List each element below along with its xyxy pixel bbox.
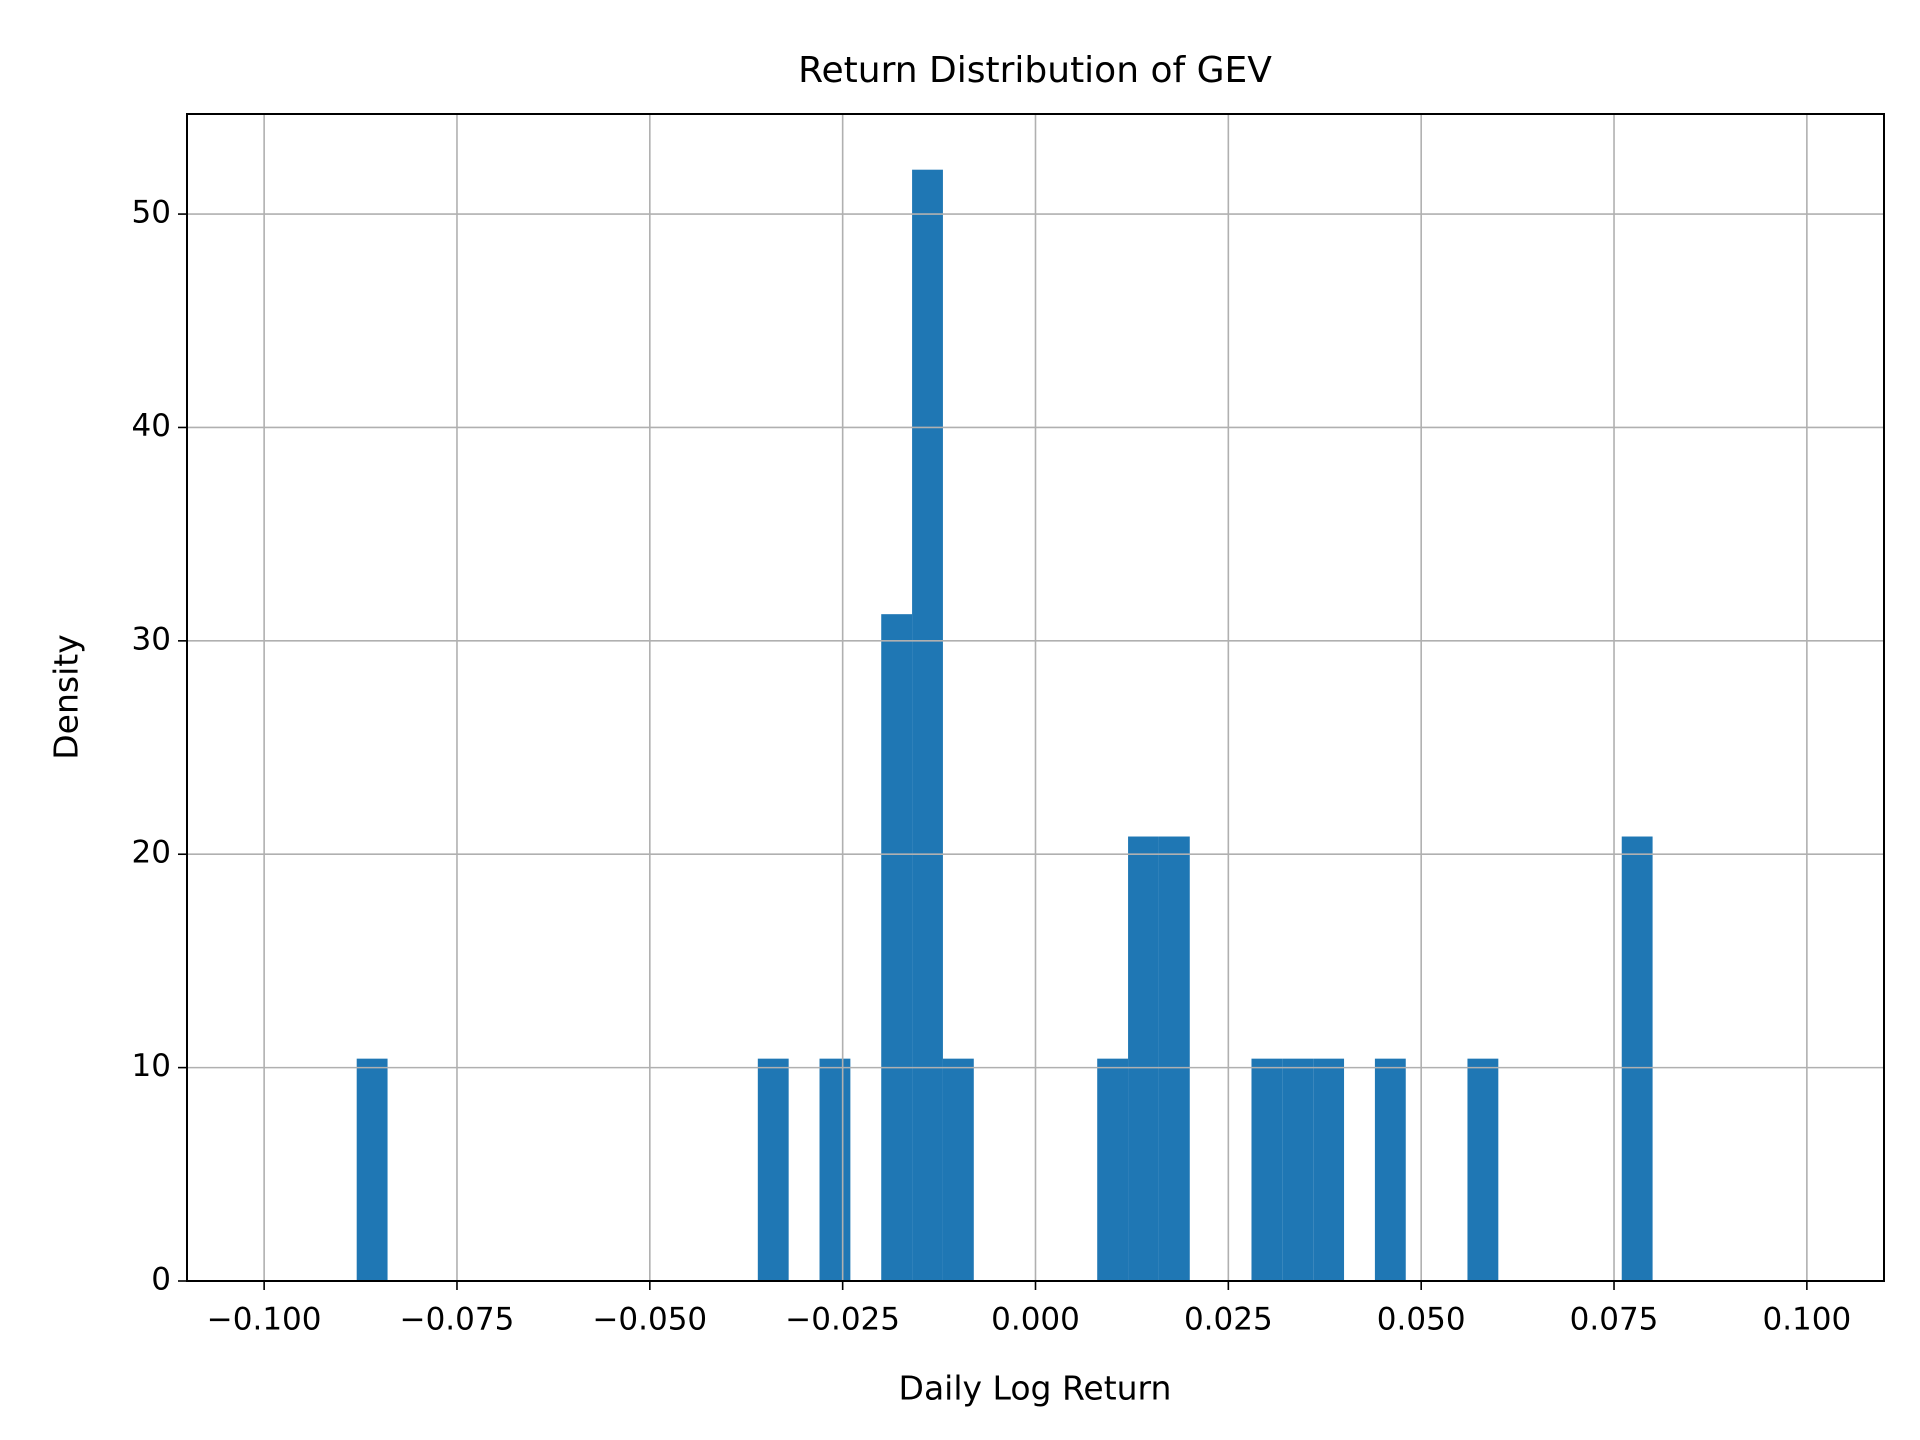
bar	[942, 1058, 974, 1281]
x-tick-label: 0.000	[991, 1302, 1080, 1338]
x-tick-label: 0.050	[1377, 1302, 1466, 1338]
bar	[1158, 836, 1190, 1281]
bar	[1282, 1058, 1314, 1281]
x-tick-label: −0.100	[207, 1302, 322, 1338]
chart-title: Return Distribution of GEV	[798, 50, 1272, 91]
bar	[819, 1058, 851, 1281]
bar	[1128, 836, 1159, 1281]
bar	[1313, 1058, 1345, 1281]
x-tick-label: 0.075	[1570, 1302, 1659, 1338]
x-tick-label: 0.025	[1184, 1302, 1273, 1338]
bar	[1374, 1058, 1406, 1281]
y-tick-label: 30	[132, 621, 171, 657]
y-axis-label: Density	[47, 634, 86, 759]
bar	[356, 1058, 388, 1281]
x-tick-label: −0.075	[400, 1302, 515, 1338]
y-tick-label: 10	[132, 1048, 171, 1084]
x-tick-label: 0.100	[1762, 1302, 1851, 1338]
y-tick-label: 40	[132, 408, 171, 444]
plot-frame	[186, 113, 1885, 1282]
bar	[1251, 1058, 1283, 1281]
bar	[1467, 1058, 1499, 1281]
y-tick-label: 50	[132, 195, 171, 231]
bar	[881, 614, 913, 1281]
bar	[1621, 836, 1653, 1281]
bar	[1097, 1058, 1129, 1281]
bar	[912, 169, 943, 1281]
x-tick-label: −0.025	[785, 1302, 900, 1338]
y-tick-label: 0	[151, 1262, 171, 1298]
x-tick-label: −0.050	[592, 1302, 707, 1338]
y-tick-label: 20	[132, 835, 171, 871]
x-axis-label: Daily Log Return	[899, 1369, 1172, 1408]
bar	[757, 1058, 789, 1281]
